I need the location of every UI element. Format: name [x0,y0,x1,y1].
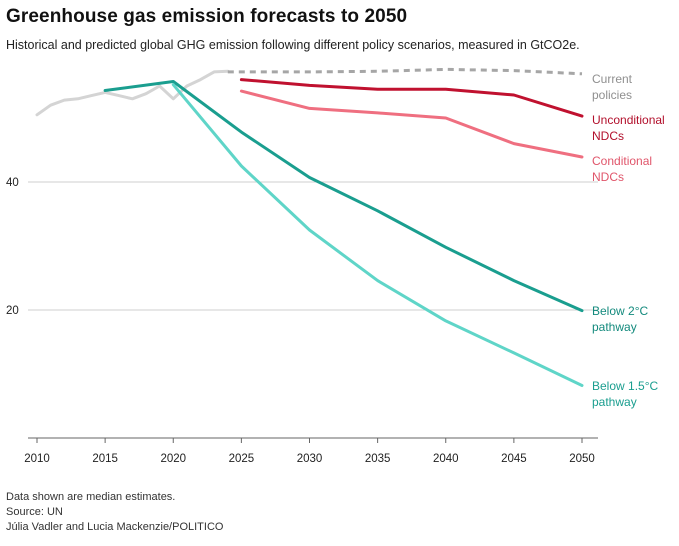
series-label-current-policies: Current policies [592,72,633,102]
x-tick-label: 2035 [365,453,391,465]
source-note: Source: UN [6,506,63,518]
x-tick-label: 2030 [297,453,323,465]
series-label-unconditional-ndcs: Unconditional NDCs [592,113,665,143]
series-line-below-1-5-c-pathway [171,83,584,387]
series-line-below-2-c-pathway [103,80,584,313]
x-tick-label: 2015 [92,453,118,465]
credit-note: Júlia Vadler and Lucia Mackenzie/POLITIC… [6,521,224,533]
x-tick-label: 2025 [229,453,255,465]
chart-subtitle: Historical and predicted global GHG emis… [6,38,580,52]
chart-title: Greenhouse gas emission forecasts to 205… [6,6,408,27]
y-tick-label: 20 [6,305,19,317]
x-tick-label: 2010 [24,453,50,465]
series-labels: Current policies Unconditional NDCs Conditio… [592,72,665,409]
y-tick-label: 40 [6,177,19,189]
series-label-below-2-c-pathway: Below 2°C pathway [592,304,648,334]
series-lines [35,67,584,387]
series-line-conditional-ndcs [239,89,584,159]
series-line-current-policies [227,67,583,76]
x-axis: 2010 2015 2020 2025 2030 2035 2040 2045 2050 [24,437,598,465]
x-tick-label: 2020 [160,453,186,465]
footnote: Data shown are median estimates. [6,491,176,503]
series-line-historical [35,69,230,117]
x-tick-label: 2045 [501,453,527,465]
series-label-below-1-5-c-pathway: Below 1.5°C pathway [592,379,658,409]
x-tick-label: 2040 [433,453,459,465]
series-label-conditional-ndcs: Conditional NDCs [592,154,652,184]
gridlines: 2040 [6,177,598,317]
series-line-unconditional-ndcs [239,78,584,118]
x-tick-label: 2050 [569,453,595,465]
